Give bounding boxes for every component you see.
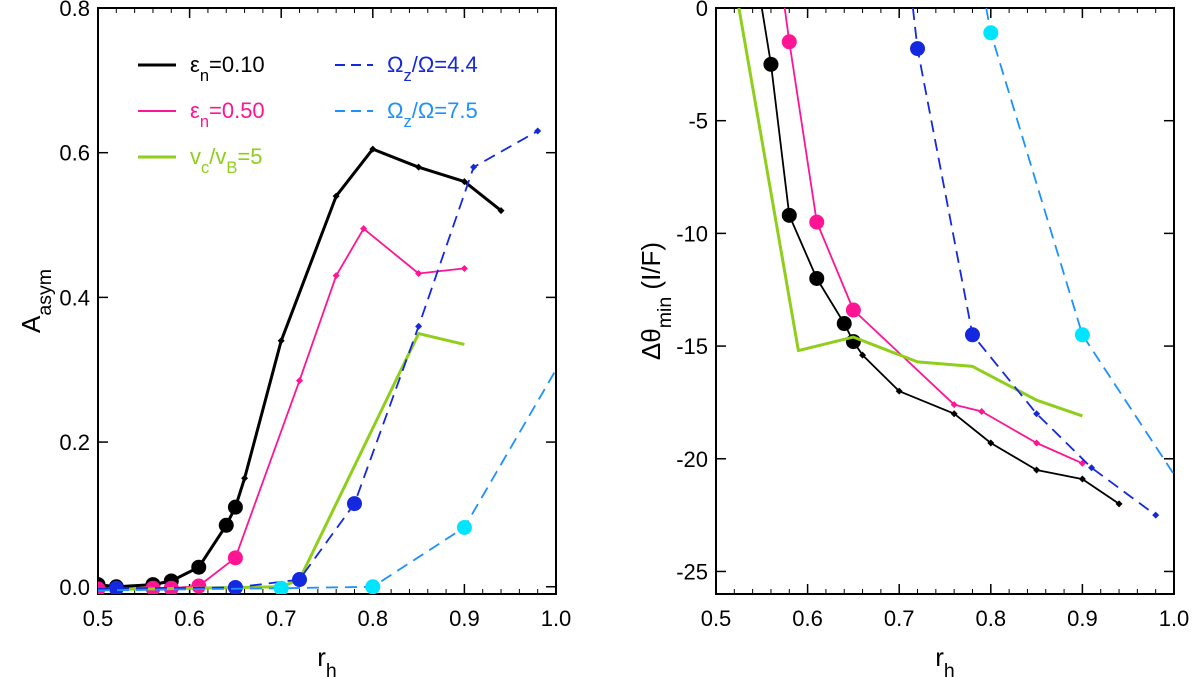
legend-label-eps010: εn=0.10 bbox=[190, 52, 265, 85]
right-series-0-point bbox=[1078, 475, 1086, 483]
right-xlabel: rh bbox=[935, 642, 955, 677]
legend-label-oz44: Ωz/Ω=4.4 bbox=[387, 52, 478, 85]
right-series-0-point bbox=[1115, 500, 1123, 508]
legend-label-oz75: Ωz/Ω=7.5 bbox=[387, 98, 478, 131]
right-xtick-label: 0.9 bbox=[1067, 606, 1098, 631]
right-series-3-point bbox=[910, 41, 926, 57]
left-series-1-point bbox=[191, 578, 207, 594]
right-series-0-point bbox=[836, 316, 852, 332]
legend-label-vc: vc/vB=5 bbox=[190, 144, 262, 177]
left-plot-frame bbox=[97, 7, 557, 595]
left-series-line-3 bbox=[98, 130, 539, 590]
right-series-0-point bbox=[781, 207, 797, 223]
right-series-line-2 bbox=[737, 8, 1083, 418]
right-ytick-label: -25 bbox=[676, 559, 708, 584]
legend: εn=0.10 εn=0.50 vc/vB=5 Ωz/Ω=4.4 Ωz/Ω=7.5 bbox=[138, 52, 478, 177]
left-xtick-label: 0.9 bbox=[449, 606, 480, 631]
right-series-0-point bbox=[763, 56, 779, 72]
left-ytick-label: 0.6 bbox=[59, 141, 90, 166]
right-plot-frame bbox=[715, 7, 1175, 595]
right-series-line-1 bbox=[783, 8, 1083, 465]
right-series-1-point bbox=[845, 302, 861, 318]
left-series-0-point bbox=[277, 337, 285, 345]
right-series-1-point bbox=[809, 214, 825, 230]
right-ytick-label: 0 bbox=[696, 0, 708, 21]
left-series-1-point bbox=[360, 225, 368, 233]
left-xtick-label: 0.7 bbox=[266, 606, 297, 631]
right-ytick-label: -5 bbox=[688, 109, 708, 134]
left-series-0-point bbox=[332, 192, 340, 200]
right-series-1-point bbox=[781, 34, 797, 50]
right-xtick-label: 0.8 bbox=[976, 606, 1007, 631]
left-series-3-point bbox=[227, 579, 243, 594]
right-xtick-label: 0.5 bbox=[701, 606, 732, 631]
left-series-line-1 bbox=[98, 227, 465, 590]
left-series-0-point bbox=[497, 207, 505, 215]
right-xtick-label: 1.0 bbox=[1159, 606, 1190, 631]
left-xtick-label: 1.0 bbox=[541, 606, 572, 631]
right-ytick-label: -15 bbox=[676, 334, 708, 359]
left-series-line-4 bbox=[98, 369, 556, 592]
left-series-3-point bbox=[108, 580, 124, 594]
right-series-4-point bbox=[983, 25, 999, 41]
left-ylabel: Aasym bbox=[16, 269, 56, 333]
left-series-0-point bbox=[218, 517, 234, 533]
right-series-3-point bbox=[1088, 464, 1096, 472]
left-ytick-label: 0.4 bbox=[59, 285, 90, 310]
right-panel: 0.5 0.6 0.7 0.8 0.9 1.0 0 -5 -10 -15 -20 -25 rh Δθmin… bbox=[636, 0, 1189, 677]
right-series-0-point bbox=[809, 270, 825, 286]
right-series-line-0 bbox=[760, 8, 1120, 505]
right-series-line-3 bbox=[912, 8, 1157, 516]
left-xlabel: rh bbox=[317, 642, 337, 677]
right-series-0-point bbox=[950, 410, 958, 418]
left-series-1-point bbox=[415, 270, 423, 278]
left-series-1-point bbox=[296, 377, 304, 385]
left-series-1-point bbox=[332, 272, 340, 280]
right-series-1-point bbox=[1033, 439, 1041, 447]
left-series-0-point bbox=[241, 474, 249, 482]
left-series-4-point bbox=[273, 580, 289, 594]
left-ytick-label: 0.8 bbox=[59, 0, 90, 21]
right-series-line-4 bbox=[985, 8, 1174, 475]
right-series-3-point bbox=[1152, 511, 1160, 519]
left-series-3-point bbox=[470, 163, 478, 171]
left-series-4-point bbox=[365, 579, 381, 594]
left-series-3-point bbox=[292, 572, 308, 588]
right-series-0-point bbox=[1033, 466, 1041, 474]
left-series-line-2 bbox=[98, 332, 465, 592]
left-xtick-label: 0.6 bbox=[174, 606, 205, 631]
left-series-0-point bbox=[460, 178, 468, 186]
right-ytick-label: -20 bbox=[676, 447, 708, 472]
left-xtick-label: 0.5 bbox=[83, 606, 114, 631]
left-ytick-label: 0.2 bbox=[59, 430, 90, 455]
left-series-3-point bbox=[534, 127, 542, 135]
right-series-3-point bbox=[1033, 410, 1041, 418]
left-xtick-label: 0.8 bbox=[358, 606, 389, 631]
right-xtick-label: 0.6 bbox=[792, 606, 823, 631]
right-series-0-point bbox=[895, 387, 903, 395]
left-series-1-point bbox=[460, 264, 468, 272]
right-series-1-point bbox=[978, 407, 986, 415]
left-series-line-0 bbox=[98, 147, 502, 589]
right-series-4-point bbox=[1074, 327, 1090, 343]
left-series-0-point bbox=[191, 559, 207, 575]
left-series-0-point bbox=[415, 163, 423, 171]
left-series-0-point bbox=[227, 499, 243, 515]
right-series-3-point bbox=[964, 327, 980, 343]
left-series-4-point bbox=[456, 519, 472, 535]
right-series-1-point bbox=[950, 401, 958, 409]
right-ytick-label: -10 bbox=[676, 221, 708, 246]
left-panel: 0.5 0.6 0.7 0.8 0.9 1.0 0.0 0.2 0.4 0.6 0.8 rh Aasym bbox=[16, 0, 571, 677]
legend-label-eps050: εn=0.50 bbox=[190, 98, 265, 131]
right-ylabel: Δθmin (I/F) bbox=[636, 242, 676, 360]
left-series-1-point bbox=[227, 550, 243, 566]
left-series-3-point bbox=[415, 322, 423, 330]
left-ytick-label: 0.0 bbox=[59, 575, 90, 600]
right-series-0-point bbox=[987, 439, 995, 447]
right-series-0-point bbox=[859, 351, 867, 359]
right-xtick-label: 0.7 bbox=[884, 606, 915, 631]
left-series-3-point bbox=[346, 496, 362, 512]
left-series-0-point bbox=[369, 145, 377, 153]
